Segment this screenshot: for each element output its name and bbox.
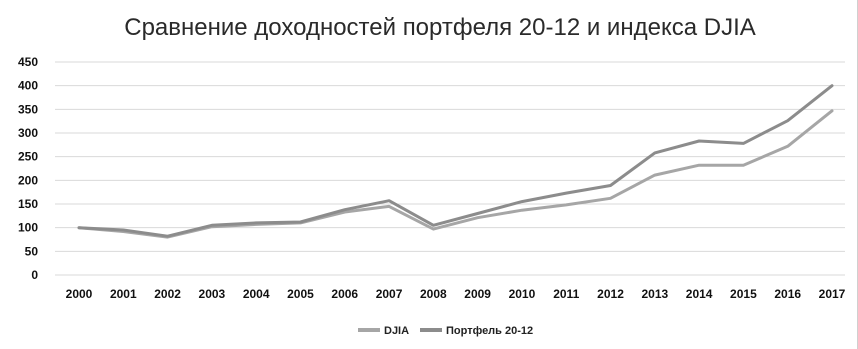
x-tick-label: 2010 xyxy=(509,287,536,301)
x-tick-label: 2004 xyxy=(243,287,270,301)
x-axis-ticks: 2000 2001 2002 2003 2004 2005 2006 2007 2008 2009… xyxy=(66,287,846,301)
x-tick-label: 2000 xyxy=(66,287,93,301)
series-layer xyxy=(77,84,834,239)
x-tick-label: 2015 xyxy=(730,287,757,301)
legend-label-0: DJIA xyxy=(384,325,409,337)
legend: DJIA Портфель 20-12 xyxy=(358,325,533,337)
y-tick-label: 250 xyxy=(18,150,38,164)
chart-title: Сравнение доходностей портфеля 20-12 и и… xyxy=(124,14,756,41)
legend-label-1: Портфель 20-12 xyxy=(446,325,533,337)
y-tick-label: 100 xyxy=(18,221,38,235)
y-axis-ticks: 0 50 100 150 200 250 300 350 400 450 xyxy=(18,55,38,282)
x-tick-label: 2008 xyxy=(420,287,447,301)
x-tick-label: 2011 xyxy=(553,287,579,301)
y-tick-label: 350 xyxy=(18,102,38,116)
y-tick-label: 150 xyxy=(18,197,38,211)
y-tick-label: 0 xyxy=(31,268,38,282)
x-tick-label: 2012 xyxy=(597,287,624,301)
x-tick-label: 2005 xyxy=(287,287,314,301)
x-tick-label: 2013 xyxy=(641,287,668,301)
x-tick-label: 2006 xyxy=(331,287,358,301)
x-tick-label: 2002 xyxy=(154,287,181,301)
series-line-1 xyxy=(77,84,834,238)
x-tick-label: 2007 xyxy=(376,287,403,301)
y-tick-label: 300 xyxy=(18,126,38,140)
x-tick-label: 2016 xyxy=(774,287,801,301)
y-tick-label: 450 xyxy=(18,55,38,69)
x-tick-label: 2017 xyxy=(819,287,846,301)
x-tick-label: 2009 xyxy=(464,287,491,301)
y-tick-label: 400 xyxy=(18,79,38,93)
x-tick-label: 2003 xyxy=(199,287,226,301)
y-tick-label: 50 xyxy=(25,244,39,258)
grid-layer xyxy=(55,61,845,276)
x-tick-label: 2014 xyxy=(686,287,713,301)
x-tick-label: 2001 xyxy=(110,287,137,301)
y-tick-label: 200 xyxy=(18,173,38,187)
